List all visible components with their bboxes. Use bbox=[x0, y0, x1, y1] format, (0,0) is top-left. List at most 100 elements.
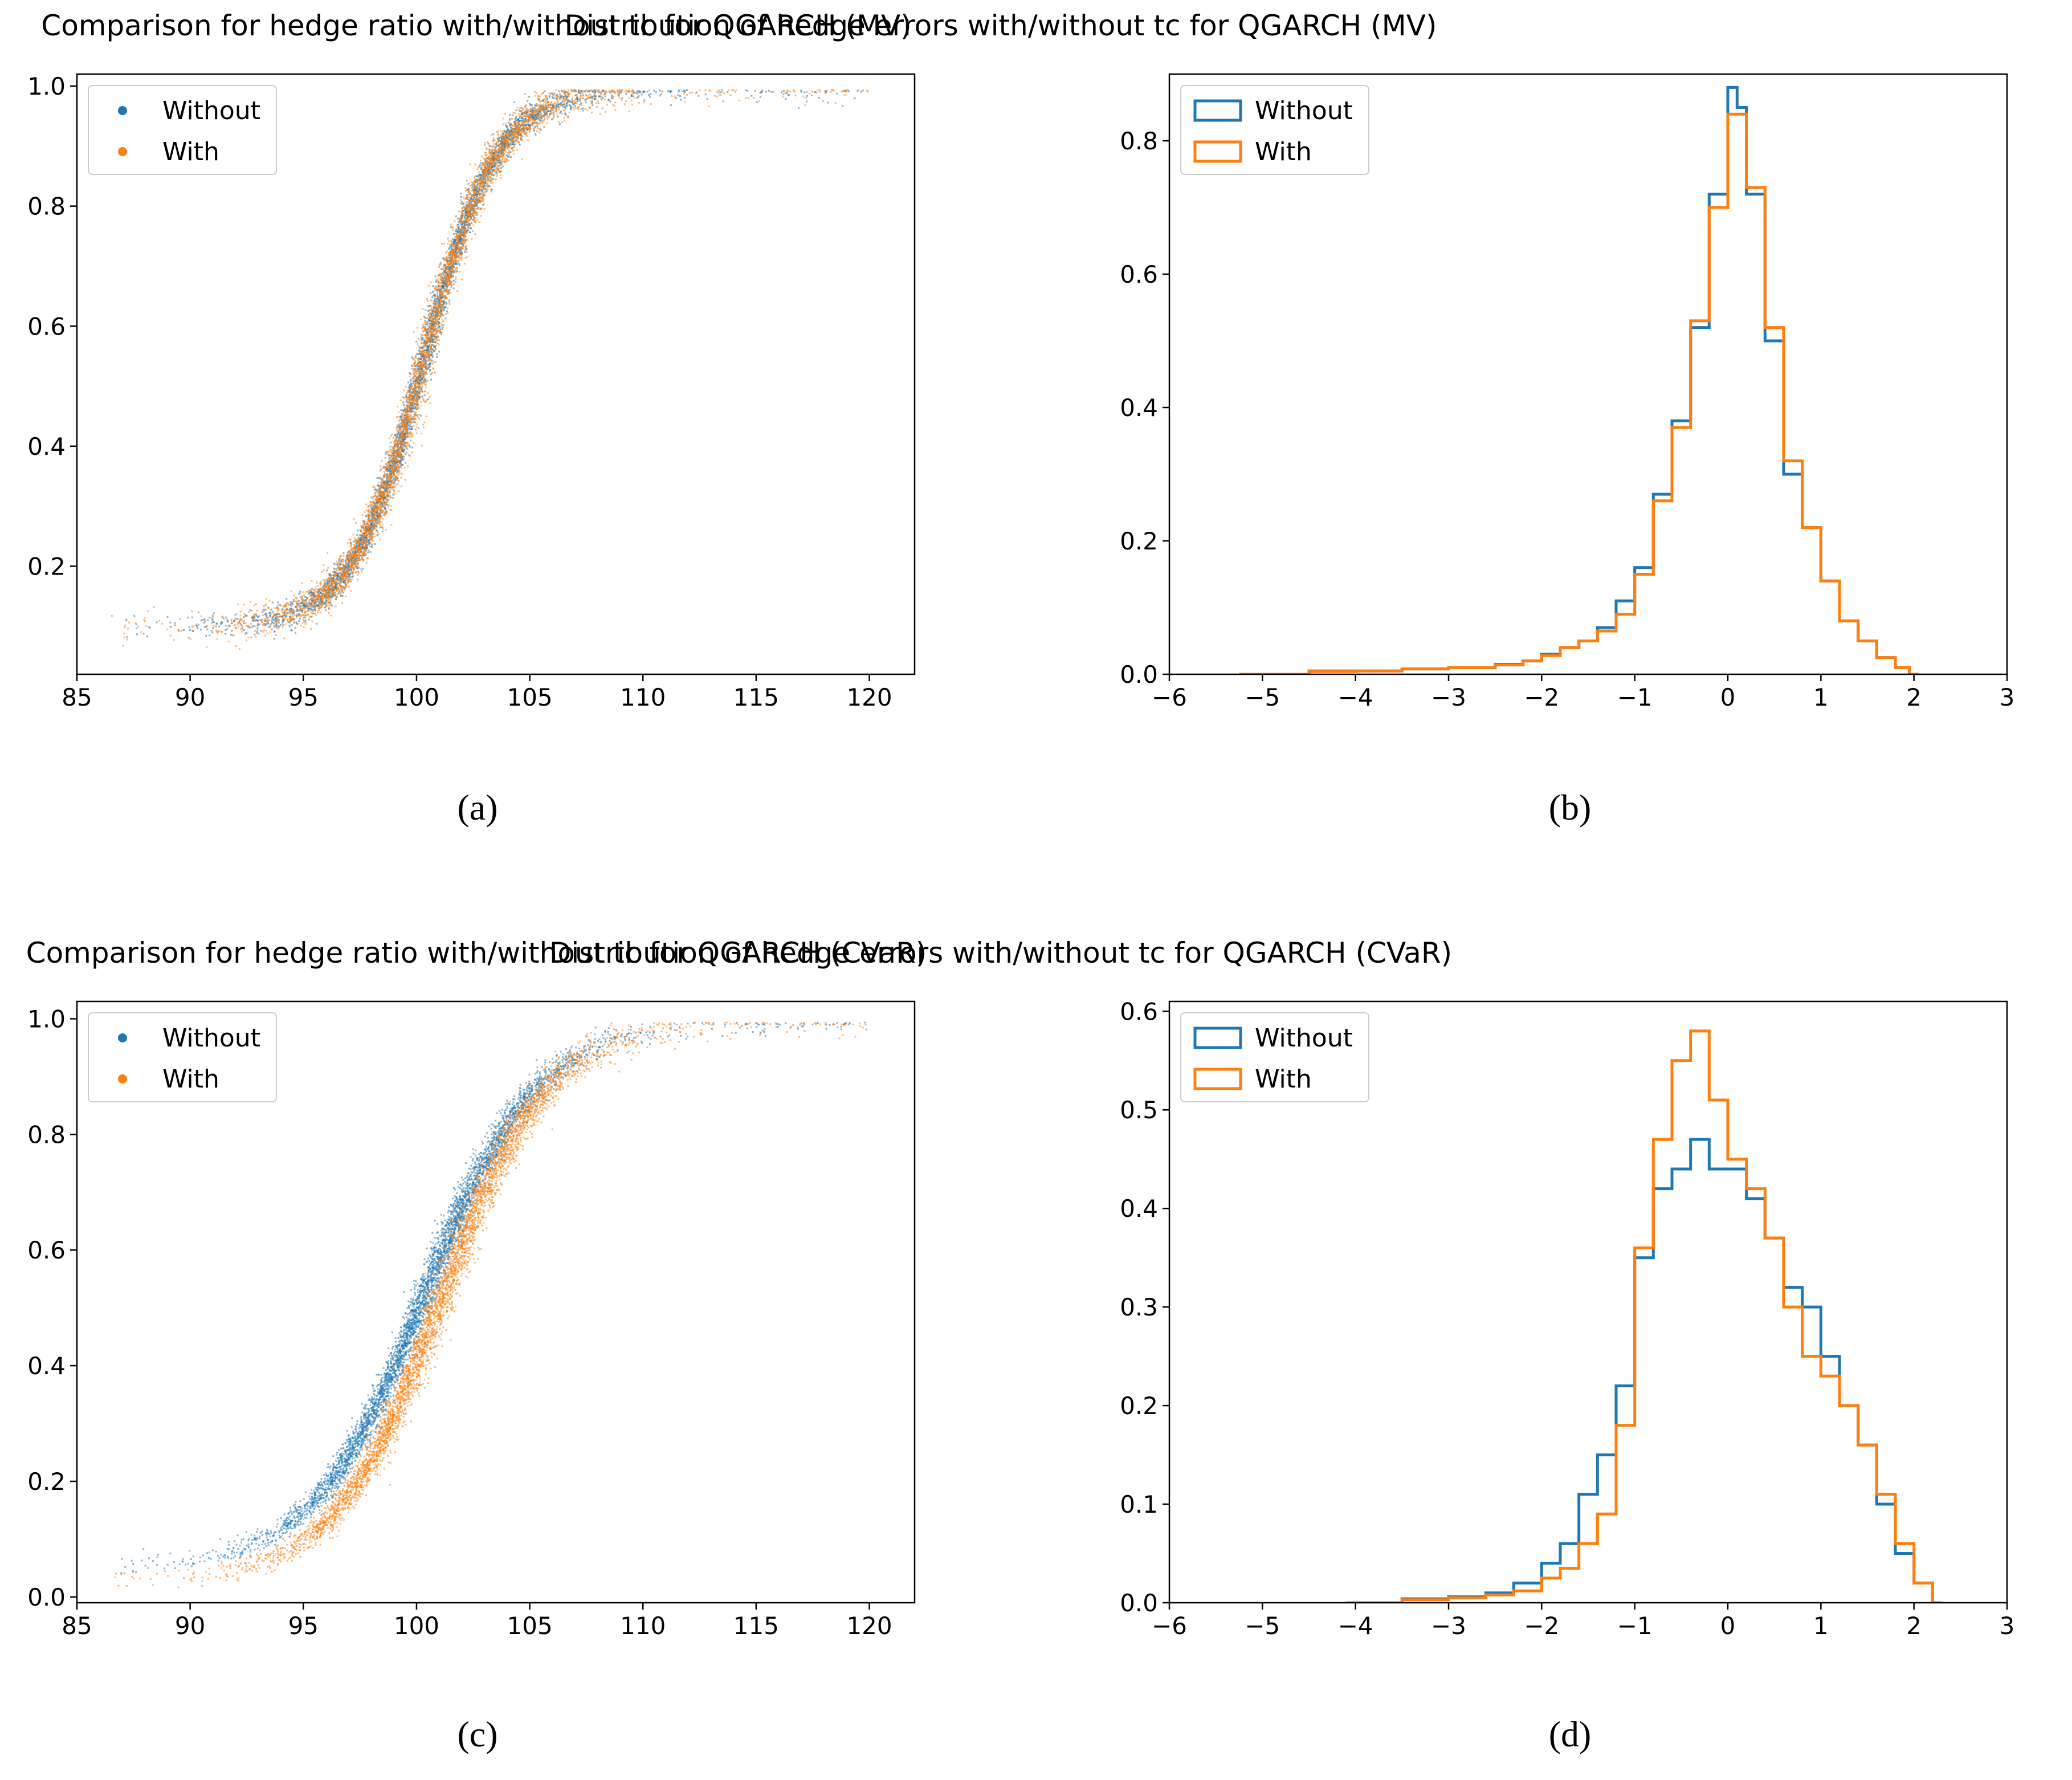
point bbox=[296, 605, 298, 607]
point bbox=[370, 504, 373, 506]
point bbox=[478, 174, 480, 177]
point bbox=[519, 144, 521, 146]
point bbox=[480, 168, 483, 170]
point bbox=[696, 91, 698, 93]
point bbox=[398, 423, 401, 425]
point bbox=[363, 523, 365, 526]
point bbox=[598, 96, 600, 98]
point bbox=[367, 551, 369, 553]
point bbox=[479, 185, 481, 188]
point bbox=[426, 399, 428, 401]
point bbox=[479, 164, 481, 166]
point bbox=[474, 189, 476, 192]
point bbox=[388, 490, 390, 492]
point bbox=[425, 371, 427, 373]
point bbox=[293, 598, 295, 601]
point bbox=[365, 528, 368, 530]
point bbox=[300, 614, 303, 617]
point bbox=[254, 620, 256, 622]
point bbox=[543, 115, 545, 117]
point bbox=[353, 569, 355, 571]
point bbox=[587, 90, 589, 92]
point bbox=[601, 99, 603, 101]
point bbox=[323, 569, 325, 572]
point bbox=[443, 295, 445, 297]
point bbox=[458, 262, 460, 264]
point bbox=[289, 601, 292, 603]
point bbox=[636, 97, 638, 99]
point bbox=[589, 97, 591, 99]
point bbox=[405, 420, 407, 422]
point bbox=[442, 287, 444, 289]
point bbox=[240, 618, 242, 621]
point bbox=[293, 594, 295, 596]
point bbox=[401, 473, 403, 475]
point bbox=[436, 312, 438, 315]
point bbox=[348, 573, 350, 575]
point bbox=[379, 495, 381, 497]
point bbox=[417, 405, 419, 408]
point bbox=[496, 160, 499, 162]
point bbox=[431, 312, 434, 314]
point bbox=[433, 323, 435, 325]
point bbox=[273, 614, 275, 617]
point bbox=[437, 296, 439, 298]
point bbox=[393, 477, 395, 479]
point bbox=[479, 194, 481, 196]
point bbox=[427, 353, 429, 356]
point bbox=[264, 618, 267, 620]
point bbox=[631, 93, 633, 96]
point bbox=[496, 141, 498, 143]
point bbox=[399, 416, 402, 418]
point bbox=[325, 609, 327, 612]
point bbox=[848, 91, 850, 92]
point bbox=[555, 95, 557, 97]
point bbox=[204, 620, 206, 622]
point bbox=[397, 471, 399, 474]
point bbox=[383, 470, 385, 473]
point bbox=[402, 459, 405, 461]
point bbox=[233, 634, 235, 637]
point bbox=[247, 626, 250, 629]
point bbox=[366, 557, 368, 559]
point bbox=[509, 122, 511, 124]
point bbox=[635, 92, 638, 94]
point bbox=[506, 129, 508, 131]
point bbox=[271, 612, 273, 614]
point bbox=[578, 92, 580, 93]
point bbox=[611, 96, 613, 98]
point bbox=[660, 93, 662, 95]
point bbox=[643, 91, 646, 93]
point bbox=[496, 152, 499, 154]
point bbox=[466, 229, 468, 231]
point bbox=[385, 474, 388, 476]
point bbox=[483, 161, 485, 164]
point bbox=[340, 563, 342, 565]
point bbox=[376, 488, 378, 491]
point bbox=[284, 615, 287, 617]
point bbox=[465, 204, 467, 206]
point bbox=[298, 613, 300, 615]
point bbox=[295, 632, 296, 634]
point bbox=[422, 372, 425, 374]
point bbox=[431, 335, 433, 337]
point bbox=[289, 611, 292, 613]
point bbox=[325, 583, 328, 585]
point bbox=[256, 628, 259, 630]
point bbox=[300, 625, 302, 627]
point bbox=[573, 104, 575, 106]
point bbox=[249, 626, 251, 629]
point bbox=[272, 611, 274, 613]
point bbox=[760, 96, 761, 98]
point bbox=[187, 637, 190, 639]
point bbox=[427, 305, 429, 307]
point bbox=[268, 619, 270, 621]
point bbox=[569, 104, 572, 107]
point bbox=[440, 332, 443, 334]
point bbox=[524, 135, 527, 137]
point bbox=[350, 576, 353, 579]
point bbox=[295, 614, 297, 617]
point bbox=[427, 380, 429, 382]
point bbox=[433, 339, 435, 341]
point bbox=[443, 290, 446, 292]
